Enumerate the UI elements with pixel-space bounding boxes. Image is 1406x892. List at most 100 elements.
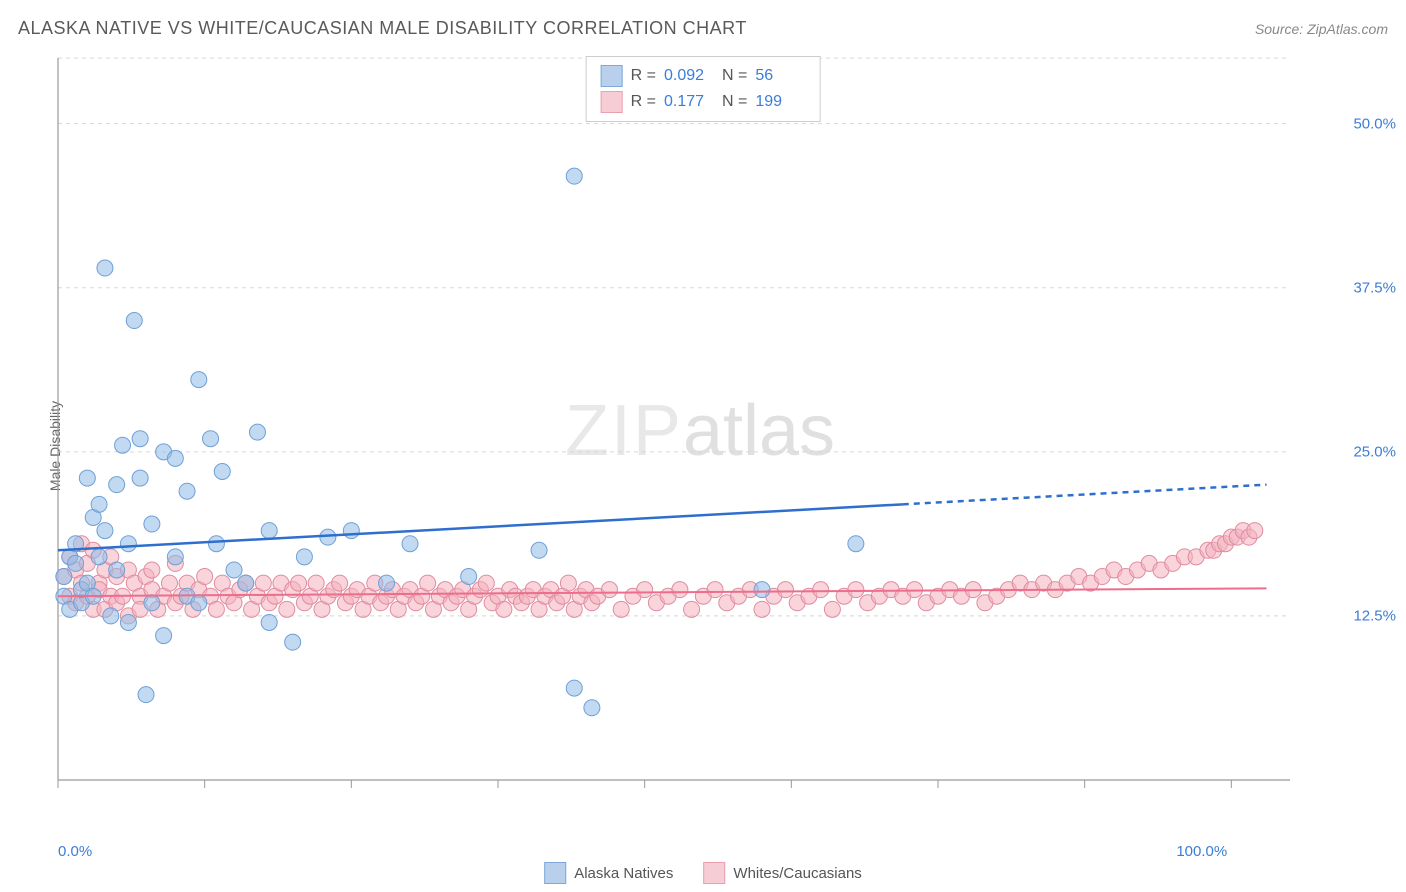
data-point — [824, 601, 840, 617]
data-point — [285, 634, 301, 650]
data-point — [249, 424, 265, 440]
r-value: 0.092 — [664, 67, 714, 85]
data-point — [343, 523, 359, 539]
r-value: 0.177 — [664, 93, 714, 111]
n-label: N = — [722, 93, 747, 111]
data-point — [167, 549, 183, 565]
data-point — [308, 575, 324, 591]
stats-box: R = 0.092 N = 56 R = 0.177 N = 199 — [586, 56, 821, 122]
data-point — [179, 483, 195, 499]
data-point — [261, 614, 277, 630]
r-label: R = — [631, 93, 656, 111]
data-point — [68, 555, 84, 571]
data-point — [203, 431, 219, 447]
data-point — [478, 575, 494, 591]
y-tick-label: 12.5% — [1353, 607, 1396, 624]
data-point — [144, 516, 160, 532]
legend-item: Whites/Caucasians — [703, 862, 861, 884]
data-point — [238, 575, 254, 591]
trend-line-blue — [58, 504, 903, 550]
data-point — [208, 536, 224, 552]
data-point — [684, 601, 700, 617]
data-point — [291, 575, 307, 591]
data-point — [56, 569, 72, 585]
data-point — [191, 372, 207, 388]
data-point — [161, 575, 177, 591]
data-point — [132, 470, 148, 486]
data-point — [461, 569, 477, 585]
header-bar: ALASKA NATIVE VS WHITE/CAUCASIAN MALE DI… — [18, 18, 1388, 39]
data-point — [566, 680, 582, 696]
data-point — [120, 536, 136, 552]
data-point — [144, 595, 160, 611]
data-point — [379, 575, 395, 591]
legend-swatch — [544, 862, 566, 884]
data-point — [109, 562, 125, 578]
legend-swatch — [601, 65, 623, 87]
data-point — [97, 260, 113, 276]
data-point — [496, 601, 512, 617]
data-point — [144, 562, 160, 578]
data-point — [601, 582, 617, 598]
legend-swatch — [601, 91, 623, 113]
data-point — [848, 536, 864, 552]
legend-item: Alaska Natives — [544, 862, 673, 884]
data-point — [531, 542, 547, 558]
chart-svg — [50, 50, 1350, 820]
x-tick-label: 0.0% — [58, 843, 92, 860]
data-point — [613, 601, 629, 617]
data-point — [91, 496, 107, 512]
data-point — [402, 536, 418, 552]
data-point — [120, 614, 136, 630]
data-point — [214, 464, 230, 480]
data-point — [754, 601, 770, 617]
data-point — [672, 582, 688, 598]
data-point — [197, 569, 213, 585]
data-point — [332, 575, 348, 591]
data-point — [813, 582, 829, 598]
data-point — [97, 523, 113, 539]
data-point — [1247, 523, 1263, 539]
y-tick-label: 37.5% — [1353, 279, 1396, 296]
stats-row: R = 0.092 N = 56 — [601, 63, 806, 89]
data-point — [103, 608, 119, 624]
data-point — [848, 582, 864, 598]
data-point — [132, 431, 148, 447]
data-point — [167, 450, 183, 466]
legend-label: Alaska Natives — [574, 865, 673, 882]
data-point — [754, 582, 770, 598]
data-point — [91, 549, 107, 565]
y-tick-label: 50.0% — [1353, 115, 1396, 132]
x-tick-label: 100.0% — [1176, 843, 1227, 860]
n-label: N = — [722, 67, 747, 85]
data-point — [420, 575, 436, 591]
source-credit: Source: ZipAtlas.com — [1255, 21, 1388, 37]
data-point — [226, 562, 242, 578]
r-label: R = — [631, 67, 656, 85]
data-point — [79, 470, 95, 486]
data-point — [115, 437, 131, 453]
data-point — [138, 687, 154, 703]
data-point — [156, 628, 172, 644]
n-value: 56 — [755, 67, 805, 85]
data-point — [777, 582, 793, 598]
data-point — [109, 477, 125, 493]
data-point — [707, 582, 723, 598]
data-point — [584, 700, 600, 716]
data-point — [296, 549, 312, 565]
data-point — [191, 595, 207, 611]
chart-title: ALASKA NATIVE VS WHITE/CAUCASIAN MALE DI… — [18, 18, 747, 39]
y-tick-label: 25.0% — [1353, 443, 1396, 460]
data-point — [637, 582, 653, 598]
legend-swatch — [703, 862, 725, 884]
data-point — [560, 575, 576, 591]
trend-line-blue-dash — [903, 485, 1267, 505]
data-point — [208, 601, 224, 617]
stats-row: R = 0.177 N = 199 — [601, 89, 806, 115]
data-point — [126, 313, 142, 329]
data-point — [261, 523, 277, 539]
data-point — [566, 168, 582, 184]
legend-bottom: Alaska Natives Whites/Caucasians — [544, 862, 862, 884]
n-value: 199 — [755, 93, 805, 111]
data-point — [255, 575, 271, 591]
